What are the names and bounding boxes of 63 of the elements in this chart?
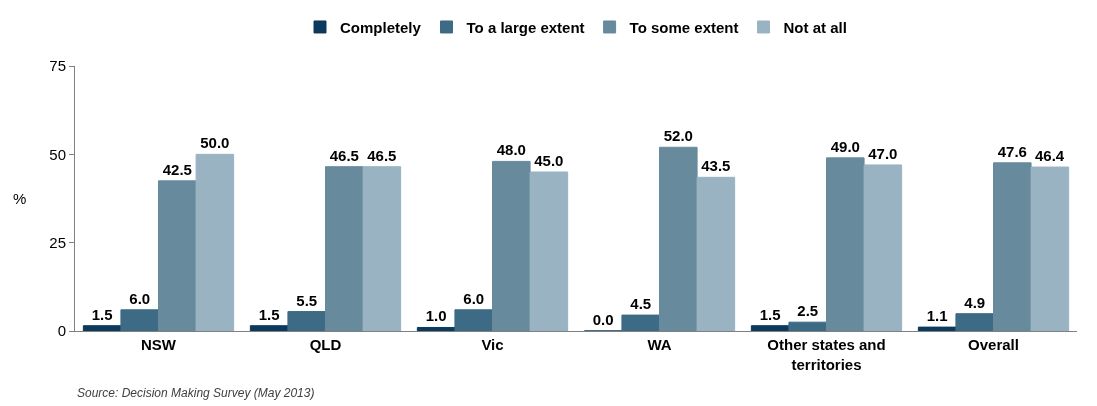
data-label: 6.0: [129, 289, 151, 307]
data-label: 1.5: [759, 305, 781, 323]
data-label: 52.0: [663, 127, 693, 145]
y-tick-label: 25: [49, 233, 66, 251]
bar: [696, 176, 736, 331]
data-label: 6.0: [463, 289, 485, 307]
data-label: 49.0: [830, 137, 860, 155]
data-label: 1.5: [258, 305, 280, 323]
legend-label: Not at all: [783, 18, 847, 36]
x-tick-label: Vic: [481, 336, 504, 353]
data-label: 43.5: [701, 157, 731, 175]
x-tick-label: QLD: [309, 336, 342, 353]
legend-label: To a large extent: [466, 18, 585, 36]
bar: [325, 166, 364, 331]
bar: [917, 326, 957, 331]
bar: [955, 313, 994, 331]
data-label: 47.6: [997, 142, 1027, 160]
data-label: 50.0: [200, 134, 230, 152]
source-note: Source: Decision Making Survey (May 2013): [77, 386, 315, 400]
bar: [750, 325, 790, 331]
bar: [416, 326, 456, 331]
bar: [993, 162, 1032, 331]
x-tick-label: NSW: [141, 336, 177, 353]
bar: [195, 153, 235, 331]
data-label: 2.5: [797, 302, 819, 320]
bar: [120, 309, 159, 331]
data-label: 48.0: [496, 141, 526, 159]
x-tick-label: Other states and territories: [767, 336, 886, 373]
data-label: 46.5: [367, 146, 397, 164]
data-label: 45.0: [534, 152, 564, 169]
bar: [788, 321, 827, 331]
legend-label: To some extent: [629, 18, 739, 36]
bar: [529, 171, 569, 331]
data-label: 46.5: [329, 146, 359, 164]
bar: [659, 146, 698, 331]
y-tick-label: 50: [49, 145, 66, 163]
bar: [863, 164, 903, 331]
data-label: 46.4: [1034, 147, 1065, 165]
data-label: 5.5: [296, 291, 318, 309]
data-label: 1.1: [926, 307, 948, 325]
legend-label: Completely: [340, 18, 422, 36]
data-label: 1.5: [91, 305, 113, 323]
bar: [492, 160, 531, 331]
y-tick-label: 0: [57, 322, 66, 340]
bar: [362, 166, 402, 331]
data-label: 4.9: [964, 293, 986, 311]
data-label: 1.0: [425, 307, 447, 325]
data-label: 4.5: [630, 295, 652, 313]
x-tick-label: Overall: [968, 336, 1019, 353]
x-tick-label: WA: [647, 336, 672, 353]
data-label: 47.0: [868, 144, 898, 162]
y-tick-label: 75: [49, 57, 66, 75]
bar: [454, 309, 493, 331]
data-label: 42.5: [162, 160, 192, 178]
y-axis-title: %: [13, 190, 27, 207]
data-label: 0.0: [592, 311, 614, 328]
bar: [621, 314, 660, 331]
bar: [82, 325, 122, 331]
bar: [249, 325, 289, 331]
bar: [1030, 166, 1070, 331]
bar: [287, 311, 326, 331]
bar: [826, 157, 865, 331]
bar: [158, 180, 197, 331]
